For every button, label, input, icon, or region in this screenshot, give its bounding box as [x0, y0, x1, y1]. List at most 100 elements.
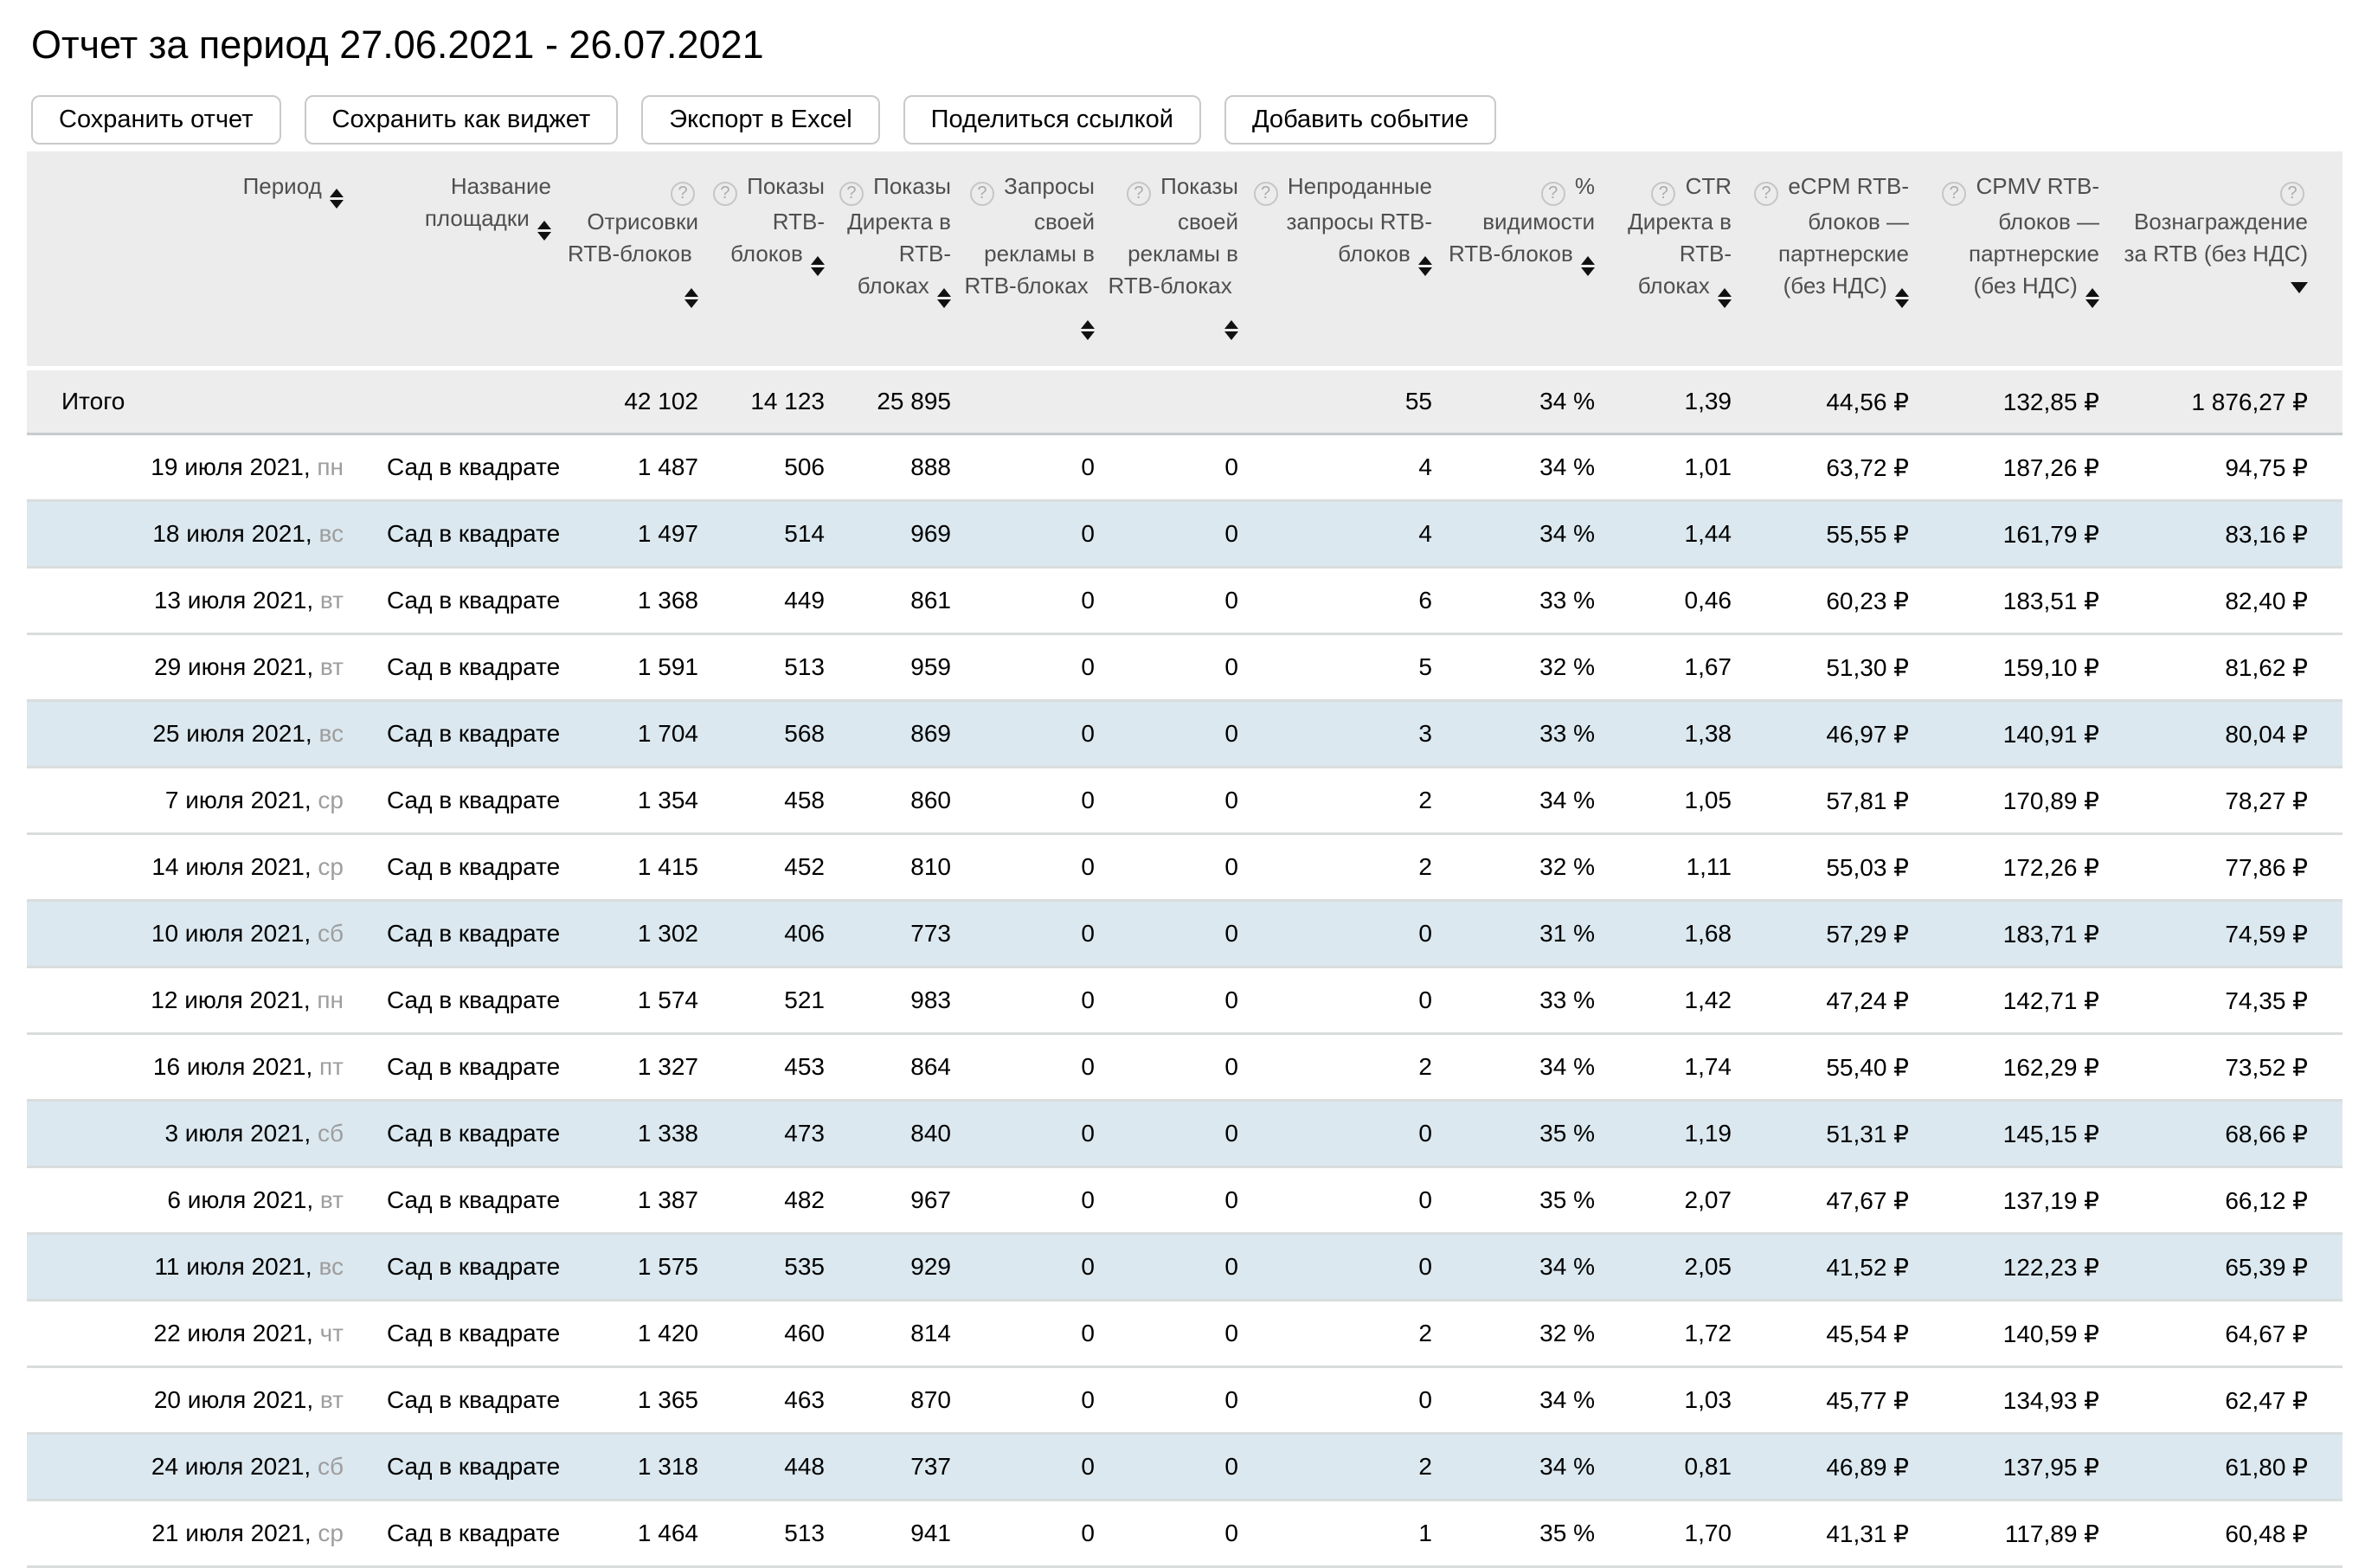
help-icon[interactable]: ? — [1126, 182, 1151, 206]
table-row: 6 июля 2021, вт Сад в квадрате 1 387 482 967… — [27, 1168, 2343, 1235]
site-cell: Сад в квадрате — [356, 1368, 563, 1435]
metric-cell: 60,48 ₽ — [2111, 1501, 2343, 1568]
metric-cell: 0 — [1107, 902, 1250, 968]
save-report-button[interactable]: Сохранить отчет — [31, 95, 281, 145]
metric-cell: 55 — [1250, 370, 1444, 435]
help-icon[interactable]: ? — [1540, 182, 1565, 206]
site-cell: Сад в квадрате — [356, 768, 563, 835]
column-header-own_ad_requests[interactable]: ? Запросы своей рекламы в RTB-блоках — [963, 151, 1107, 370]
metric-cell: 814 — [837, 1301, 963, 1368]
metric-cell: 51,30 ₽ — [1744, 635, 1921, 702]
table-row: 14 июля 2021, ср Сад в квадрате 1 415 452 81… — [27, 835, 2343, 902]
metric-cell: 0 — [963, 635, 1107, 702]
metric-cell: 64,67 ₽ — [2111, 1301, 2343, 1368]
help-icon[interactable]: ? — [1942, 182, 1967, 206]
site-cell: Сад в квадрате — [356, 1435, 563, 1501]
metric-cell: 34 % — [1444, 435, 1607, 502]
metric-cell: 1 487 — [563, 435, 710, 502]
sort-toggle-icon — [1581, 256, 1595, 276]
weekday-label: сб — [317, 1120, 344, 1147]
column-header-ecpm[interactable]: ? eCPM RTB-блоков — партнерские (без НДС… — [1744, 151, 1921, 370]
weekday-label: чт — [319, 1320, 344, 1346]
metric-cell: 929 — [837, 1235, 963, 1301]
metric-cell: 1,74 — [1607, 1035, 1744, 1102]
period-cell: 22 июля 2021, чт — [27, 1301, 356, 1368]
metric-cell: 521 — [710, 968, 837, 1035]
metric-cell: 1 354 — [563, 768, 710, 835]
column-header-unsold_requests[interactable]: ? Непроданные запросы RTB-блоков — [1250, 151, 1444, 370]
metric-cell: 0 — [963, 1435, 1107, 1501]
metric-cell: 1 876,27 ₽ — [2111, 370, 2343, 435]
metric-cell: 170,89 ₽ — [1921, 768, 2111, 835]
help-icon[interactable]: ? — [2280, 182, 2304, 206]
metric-cell: 0 — [1107, 835, 1250, 902]
column-header-cpmv[interactable]: ? CPMV RTB-блоков — партнерские (без НДС… — [1921, 151, 2111, 370]
metric-cell: 2 — [1250, 768, 1444, 835]
help-icon[interactable]: ? — [1651, 182, 1676, 206]
metric-cell: 506 — [710, 435, 837, 502]
metric-cell: 55,55 ₽ — [1744, 502, 1921, 569]
metric-cell: 0 — [963, 1168, 1107, 1235]
metric-cell: 14 123 — [710, 370, 837, 435]
metric-cell: 0 — [1107, 968, 1250, 1035]
add-event-button[interactable]: Добавить событие — [1224, 95, 1497, 145]
column-header-visibility_pct[interactable]: ? % видимости RTB-блоков — [1444, 151, 1607, 370]
metric-cell: 482 — [710, 1168, 837, 1235]
metric-cell: 83,16 ₽ — [2111, 502, 2343, 569]
column-header-own_ad_shows[interactable]: ? Показы своей рекламы в RTB-блоках — [1107, 151, 1250, 370]
period-cell: 3 июля 2021, сб — [27, 1102, 356, 1168]
metric-cell: 0 — [963, 768, 1107, 835]
metric-cell: 1,68 — [1607, 902, 1744, 968]
column-header-rtb_renders[interactable]: ? Отрисовки RTB-блоков — [563, 151, 710, 370]
metric-cell: 1,72 — [1607, 1301, 1744, 1368]
metric-cell: 864 — [837, 1035, 963, 1102]
help-icon[interactable]: ? — [712, 182, 737, 206]
sort-toggle-icon — [1718, 288, 1732, 308]
period-cell: 10 июля 2021, сб — [27, 902, 356, 968]
metric-cell: 68,66 ₽ — [2111, 1102, 2343, 1168]
metric-cell: 34 % — [1444, 768, 1607, 835]
sort-toggle-icon — [1081, 320, 1095, 340]
metric-cell: 74,35 ₽ — [2111, 968, 2343, 1035]
site-cell: Сад в квадрате — [356, 502, 563, 569]
share-link-button[interactable]: Поделиться ссылкой — [903, 95, 1201, 145]
metric-cell: 983 — [837, 968, 963, 1035]
site-cell: Сад в квадрате — [356, 1501, 563, 1568]
metric-cell: 860 — [837, 768, 963, 835]
column-header-direct_shows_in_rtb[interactable]: ? Показы Директа в RTB-блоках — [837, 151, 963, 370]
metric-cell: 34 % — [1444, 1035, 1607, 1102]
metric-cell: 2 — [1250, 1035, 1444, 1102]
metric-cell: 959 — [837, 635, 963, 702]
metric-cell: 73,52 ₽ — [2111, 1035, 2343, 1102]
metric-cell: 967 — [837, 1168, 963, 1235]
save-as-widget-button[interactable]: Сохранить как виджет — [304, 95, 619, 145]
period-cell: 21 июля 2021, ср — [27, 1501, 356, 1568]
metric-cell: 4 — [1250, 502, 1444, 569]
table-row: 19 июля 2021, пн Сад в квадрате 1 487 506 88… — [27, 435, 2343, 502]
site-cell: Сад в квадрате — [356, 1035, 563, 1102]
metric-cell: 80,04 ₽ — [2111, 702, 2343, 768]
weekday-label: пн — [317, 986, 344, 1013]
metric-cell: 0 — [1107, 1235, 1250, 1301]
site-cell: Сад в квадрате — [356, 1168, 563, 1235]
metric-cell: 134,93 ₽ — [1921, 1368, 2111, 1435]
totals-label: Итого — [27, 370, 356, 435]
site-cell: Сад в квадрате — [356, 435, 563, 502]
column-header-rtb_reward[interactable]: ? Вознаграждение за RTB (без НДС) — [2111, 151, 2343, 370]
metric-cell: 0 — [1107, 502, 1250, 569]
help-icon[interactable]: ? — [1253, 182, 1278, 206]
weekday-label: вт — [319, 1186, 344, 1213]
column-header-direct_ctr[interactable]: ? CTR Директа в RTB-блоках — [1607, 151, 1744, 370]
metric-cell: 0 — [963, 1035, 1107, 1102]
metric-cell: 1,19 — [1607, 1102, 1744, 1168]
help-icon[interactable]: ? — [839, 182, 864, 206]
metric-cell: 46,89 ₽ — [1744, 1435, 1921, 1501]
column-header-site_name[interactable]: Название площадки — [356, 151, 563, 370]
export-excel-button[interactable]: Экспорт в Excel — [641, 95, 880, 145]
help-icon[interactable]: ? — [671, 182, 695, 206]
column-header-period[interactable]: Период — [27, 151, 356, 370]
help-icon[interactable]: ? — [1754, 182, 1779, 206]
help-icon[interactable]: ? — [969, 182, 994, 206]
metric-cell: 0 — [1250, 1168, 1444, 1235]
column-header-rtb_shows[interactable]: ? Показы RTB-блоков — [710, 151, 837, 370]
